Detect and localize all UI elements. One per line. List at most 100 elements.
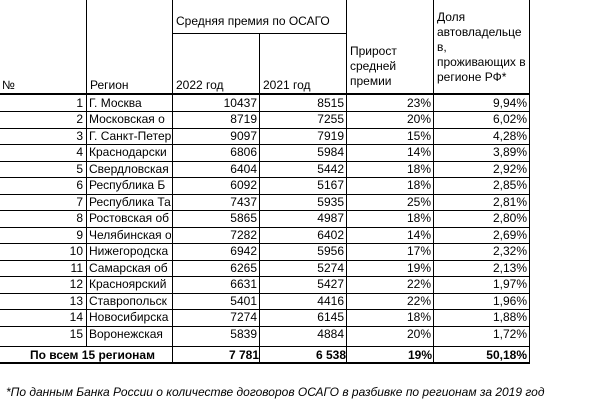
row-number: 11 [70,261,83,275]
row-premium-2021: 6402 [317,228,344,242]
row-region: Г. Санкт-Петер [89,129,171,143]
row-region: Нижегородска [89,244,169,258]
row-growth: 15% [406,129,431,143]
row-growth: 22% [406,294,431,308]
header-share: Доля автовладельце в, проживающих в реги… [437,10,526,84]
row-premium-2022: 10437 [223,96,257,110]
row-growth: 20% [406,327,431,341]
grid-line [0,346,530,347]
row-region: Ставропольск [89,294,167,308]
row-region: Республика Б [89,178,166,192]
grid-line [0,93,530,95]
row-number: 7 [76,195,83,209]
header-2021: 2021 год [263,78,311,92]
row-share: 1,88% [492,310,527,324]
row-premium-2021: 5167 [317,178,344,192]
row-premium-2021: 8515 [317,96,344,110]
row-region: Республика Та [89,195,171,209]
row-share: 2,69% [492,228,527,242]
total-2021: 6 538 [315,348,346,362]
grid-line [0,309,530,310]
grid-line [259,33,260,362]
row-number: 15 [69,327,83,341]
grid-line [0,227,530,228]
grid-line [0,326,530,327]
row-region: Воронежская [89,327,163,341]
row-share: 3,89% [492,145,527,159]
grid-line [172,33,347,34]
grid-line [0,210,530,211]
grid-line [346,0,347,362]
row-share: 2,92% [492,162,527,176]
row-number: 9 [76,228,83,242]
total-share: 50,18% [486,348,527,362]
row-growth: 22% [406,277,431,291]
row-premium-2021: 5442 [317,162,344,176]
row-number: 6 [76,178,83,192]
row-premium-2022: 7282 [230,228,257,242]
grid-line [433,0,434,362]
row-region: Свердловская [89,162,169,176]
row-premium-2022: 6404 [230,162,257,176]
row-premium-2022: 6806 [230,145,257,159]
row-premium-2022: 5401 [230,294,257,308]
row-premium-2022: 6265 [230,261,257,275]
row-premium-2021: 7919 [317,129,344,143]
row-number: 10 [69,244,83,258]
row-premium-2021: 5274 [317,261,344,275]
row-region: Ростовская об [89,211,169,225]
grid-line [0,293,530,294]
grid-line [0,161,530,162]
row-share: 2,13% [492,261,527,275]
row-number: 12 [69,277,83,291]
row-share: 2,85% [492,178,527,192]
header-growth: Прирост средней премии [350,44,397,88]
grid-line [172,0,173,362]
grid-line [0,144,530,145]
grid-line [0,177,530,178]
row-number: 5 [76,162,83,176]
grid-line [529,0,530,362]
row-growth: 18% [406,211,431,225]
row-premium-2021: 6145 [317,310,344,324]
row-premium-2022: 5865 [230,211,257,225]
row-number: 13 [69,294,83,308]
grid-line [0,194,530,195]
header-num: № [2,78,15,92]
row-growth: 14% [406,228,431,242]
row-region: Красноярский [89,277,167,291]
row-growth: 17% [406,244,431,258]
row-growth: 18% [406,178,431,192]
row-growth: 14% [406,145,431,159]
row-share: 1,97% [492,277,527,291]
row-premium-2021: 5935 [317,195,344,209]
row-growth: 19% [406,261,431,275]
grid-line [86,0,87,347]
row-premium-2022: 6631 [230,277,257,291]
row-share: 4,28% [492,129,527,143]
row-premium-2021: 4987 [317,211,344,225]
row-region: Г. Москва [89,96,142,110]
grid-line [0,128,530,129]
row-number: 14 [69,310,83,324]
row-premium-2021: 5427 [317,277,344,291]
row-growth: 25% [406,195,431,209]
grid-line [0,362,530,364]
row-number: 3 [76,129,83,143]
grid-line [0,260,530,261]
total-2022: 7 781 [228,348,259,362]
row-share: 1,72% [492,327,527,341]
row-premium-2022: 6092 [230,178,257,192]
row-region: Челябинская о [89,228,171,242]
total-label: По всем 15 регионам [30,348,155,362]
row-premium-2022: 6942 [230,244,257,258]
row-premium-2021: 5984 [317,145,344,159]
row-share: 2,80% [492,211,527,225]
grid-line [0,243,530,244]
row-region: Краснодарски [89,145,167,159]
footnote: *По данным Банка России о количестве дог… [6,385,545,399]
row-premium-2022: 9097 [230,129,257,143]
row-premium-2022: 7274 [230,310,257,324]
row-share: 9,94% [492,96,527,110]
row-region: Самарская об [89,261,168,275]
